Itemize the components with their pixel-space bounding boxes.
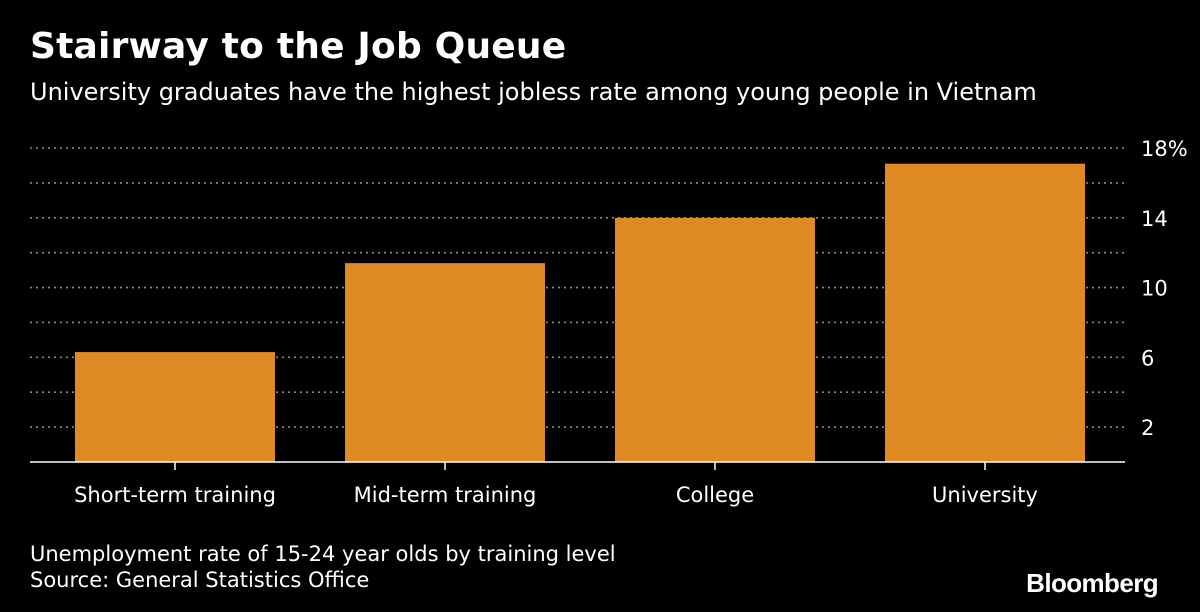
y-tick-label: 10 [1141, 277, 1168, 301]
x-tick-label: Short-term training [74, 483, 276, 507]
x-tick-label: College [676, 483, 754, 507]
y-axis: 2 6 10 14 18% [1141, 137, 1188, 440]
bloomberg-logo: Bloomberg [1026, 568, 1158, 598]
y-tick-label: 18% [1141, 137, 1188, 161]
x-axis: Short-term training Mid-term training Coll… [30, 461, 1125, 507]
y-tick-label: 6 [1141, 346, 1154, 370]
chart-note: Unemployment rate of 15-24 year olds by … [30, 542, 616, 566]
bars [75, 163, 1085, 462]
bar [615, 217, 815, 462]
x-tick-label: Mid-term training [354, 483, 537, 507]
chart-title: Stairway to the Job Queue [30, 26, 567, 67]
bar [75, 352, 275, 462]
chart-subtitle: University graduates have the highest jo… [30, 78, 1037, 106]
source-text: Source: General Statistics Office [30, 568, 370, 592]
bar [345, 263, 545, 462]
y-tick-label: 14 [1141, 207, 1168, 231]
y-tick-label: 2 [1141, 416, 1154, 440]
x-tick-label: University [932, 483, 1038, 507]
bar [885, 163, 1085, 462]
